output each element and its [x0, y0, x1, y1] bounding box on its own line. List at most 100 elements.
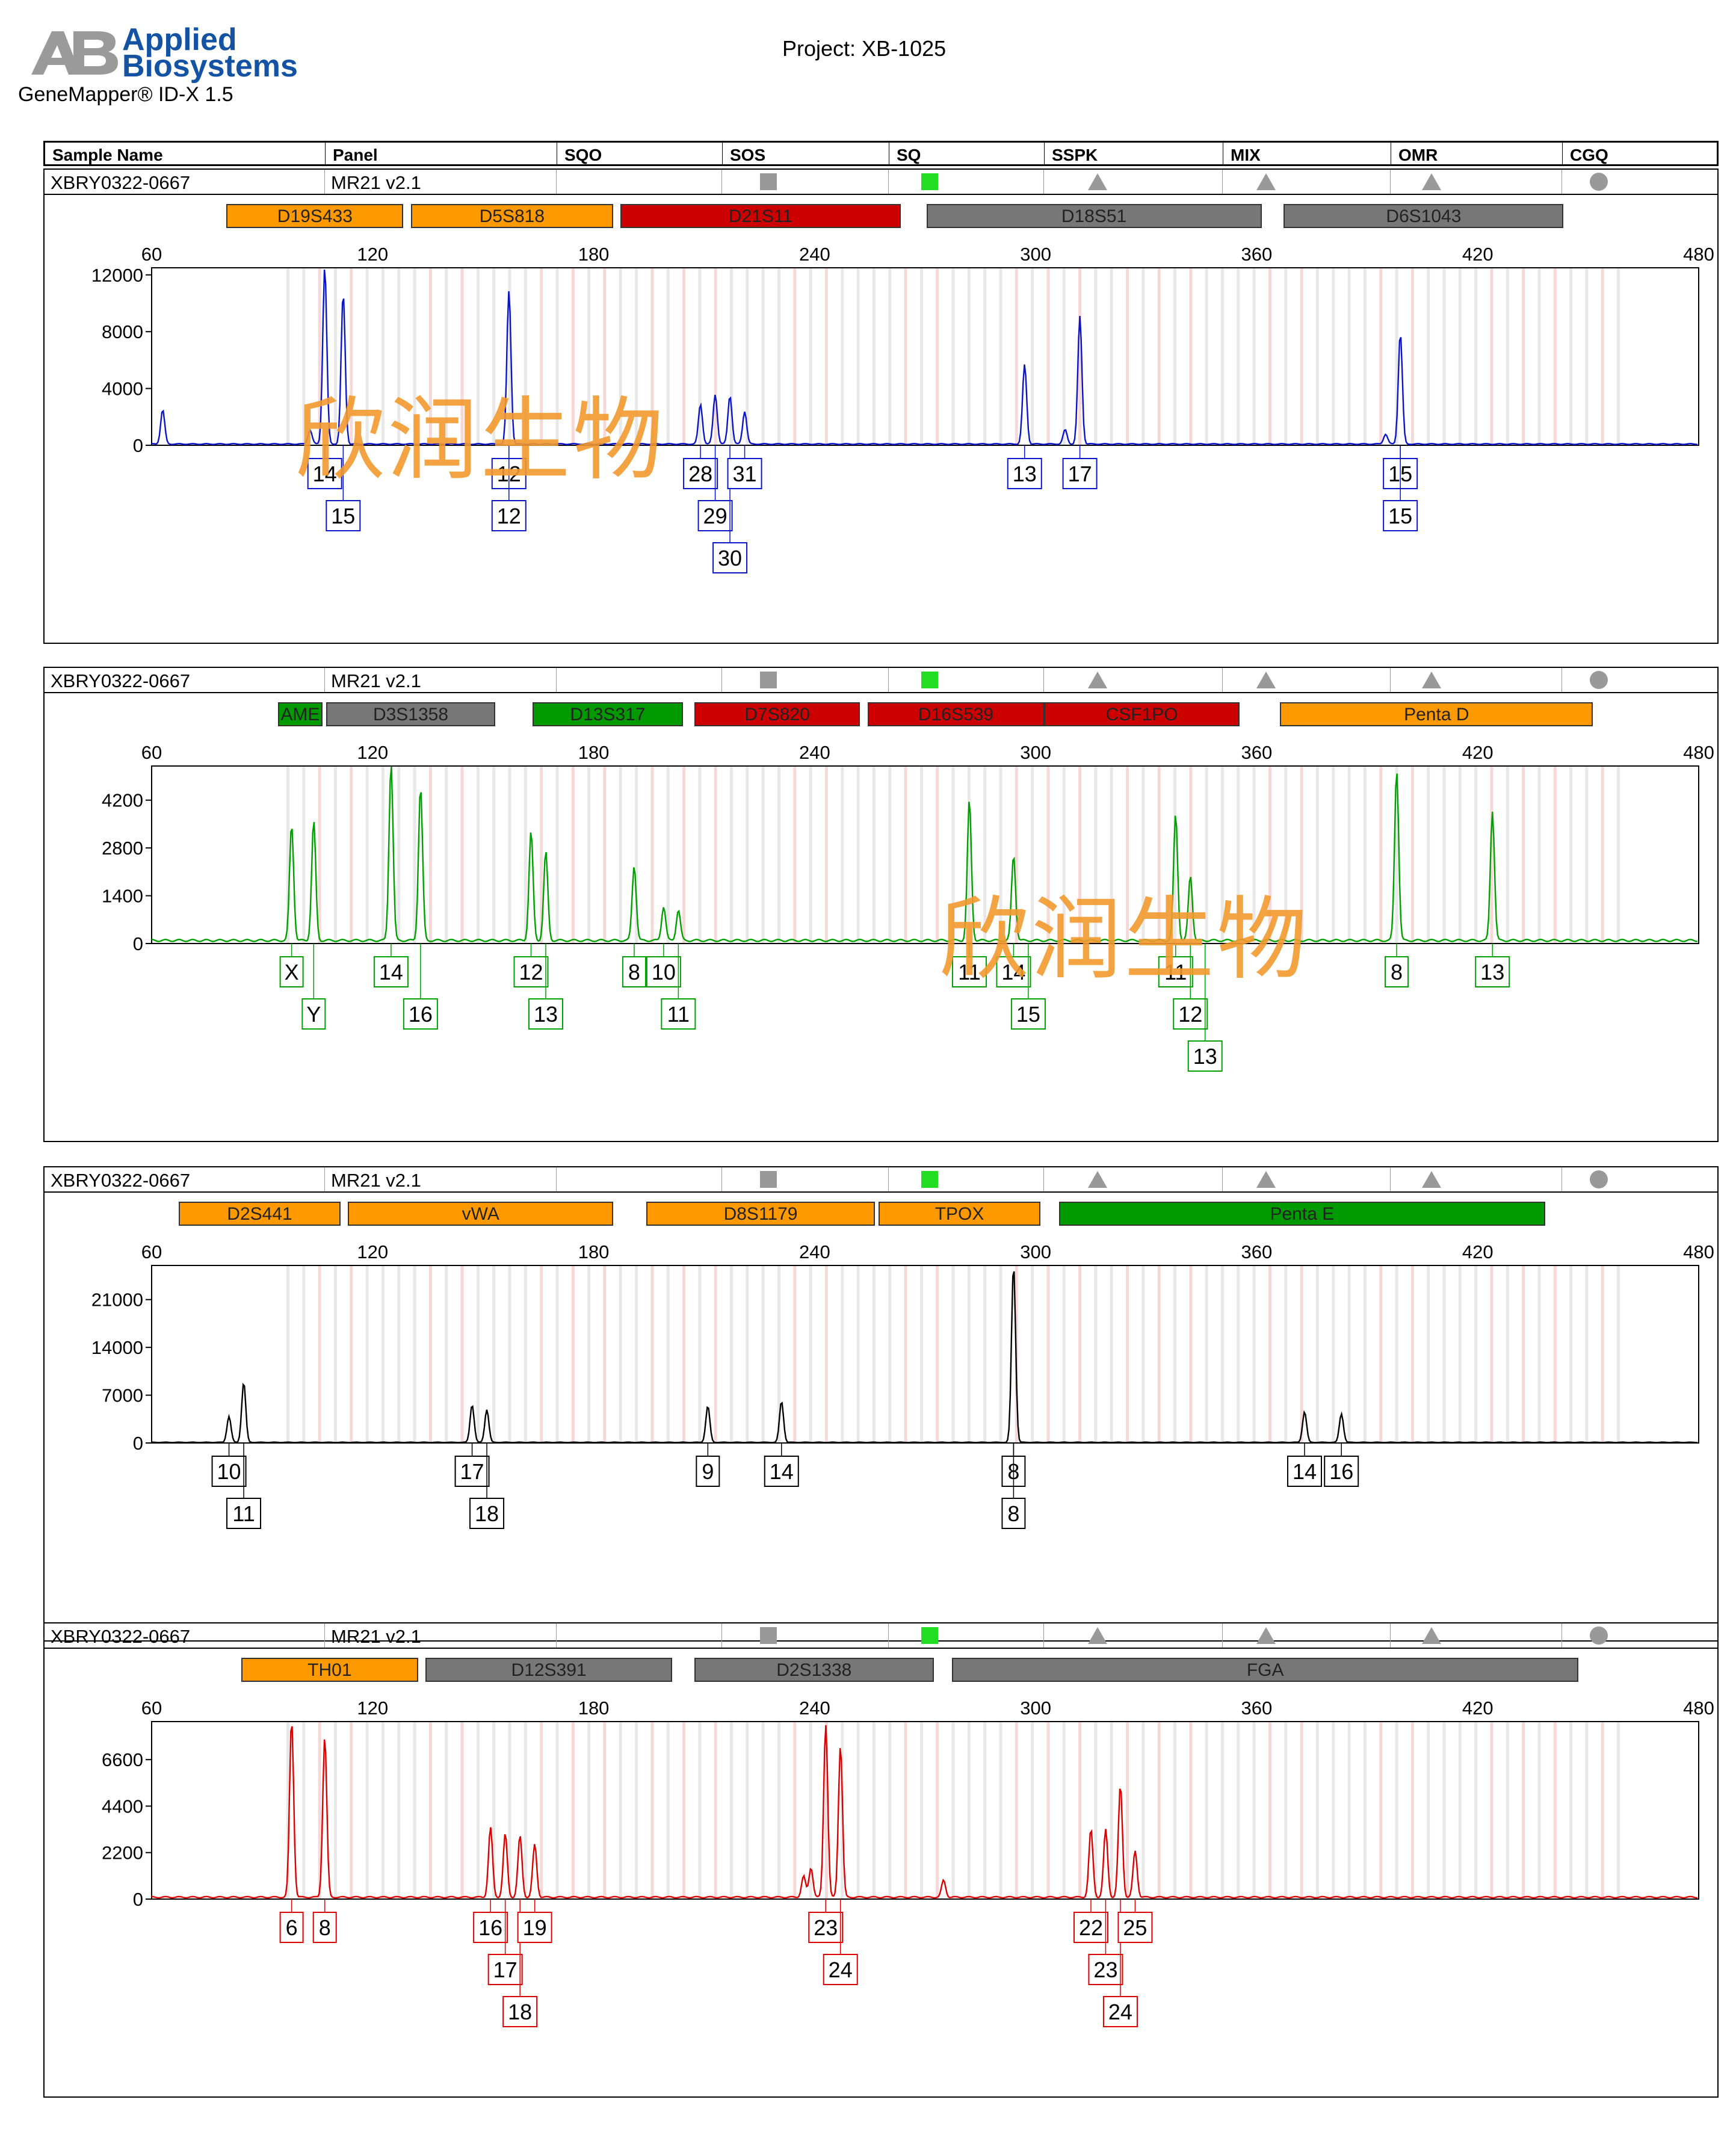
allele-label-box[interactable]	[683, 458, 718, 489]
gray-triangle-icon[interactable]	[1087, 1625, 1108, 1646]
gray-triangle-icon[interactable]	[1421, 670, 1442, 690]
allele-label-box[interactable]	[517, 1912, 552, 1943]
allele-label-box[interactable]	[727, 458, 762, 489]
col-sspk[interactable]: SSPK	[1044, 143, 1223, 164]
allele-label-box[interactable]	[1007, 458, 1042, 489]
marker-bin[interactable]: AME	[278, 702, 323, 726]
marker-bin[interactable]: vWA	[348, 1202, 614, 1226]
gray-triangle-icon[interactable]	[1087, 1169, 1108, 1190]
allele-label-box[interactable]	[301, 998, 326, 1030]
allele-label-box[interactable]	[454, 1456, 490, 1487]
allele-label-box[interactable]	[764, 1456, 799, 1487]
gray-square-icon[interactable]	[758, 670, 779, 690]
allele-label-box[interactable]	[1383, 500, 1418, 531]
col-sample-name[interactable]: Sample Name	[52, 146, 163, 164]
allele-label-box[interactable]	[823, 1954, 858, 1985]
allele-label-box[interactable]	[1088, 1954, 1123, 1985]
col-cgq[interactable]: CGQ	[1562, 143, 1720, 164]
gray-circle-icon[interactable]	[1589, 171, 1609, 192]
electropherogram-plot[interactable]: 60 120 180 240 300 360 420 480 0 4000 8000 12000 14 1…	[43, 168, 1719, 644]
col-sq[interactable]: SQ	[889, 143, 1044, 164]
allele-label-box[interactable]	[1173, 998, 1208, 1030]
allele-label-box[interactable]	[1102, 1996, 1138, 2027]
allele-label-box[interactable]	[1158, 956, 1193, 987]
allele-label-box[interactable]	[1001, 1498, 1026, 1529]
marker-bin[interactable]: D2S1338	[694, 1658, 934, 1682]
gray-triangle-icon[interactable]	[1421, 171, 1442, 192]
gray-square-icon[interactable]	[758, 171, 779, 192]
marker-bin[interactable]: D21S11	[620, 204, 901, 228]
allele-label-box[interactable]	[326, 500, 361, 531]
sample-row[interactable]: XBRY0322-0667 MR21 v2.1	[45, 668, 1717, 693]
gray-triangle-icon[interactable]	[1256, 171, 1276, 192]
marker-bin[interactable]: D3S1358	[326, 702, 496, 726]
gray-triangle-icon[interactable]	[1256, 1169, 1276, 1190]
allele-label-box[interactable]	[1073, 1912, 1108, 1943]
gray-triangle-icon[interactable]	[1087, 670, 1108, 690]
allele-label-box[interactable]	[307, 458, 342, 489]
sample-row[interactable]: XBRY0322-0667 MR21 v2.1	[45, 1623, 1717, 1649]
allele-label-box[interactable]	[491, 500, 527, 531]
allele-label-box[interactable]	[502, 1996, 538, 2027]
allele-label-box[interactable]	[373, 956, 409, 987]
allele-label-box[interactable]	[211, 1456, 247, 1487]
gray-triangle-icon[interactable]	[1421, 1625, 1442, 1646]
sample-row[interactable]: XBRY0322-0667 MR21 v2.1	[45, 170, 1717, 195]
marker-bin[interactable]: TH01	[241, 1658, 418, 1682]
green-square-icon[interactable]	[919, 1169, 940, 1190]
electropherogram-plot[interactable]: 60 120 180 240 300 360 420 480 0 1400 2800 4200 XY 14…	[43, 667, 1719, 1142]
allele-label-box[interactable]	[403, 998, 438, 1030]
allele-label-box[interactable]	[528, 998, 563, 1030]
allele-label-box[interactable]	[1062, 458, 1098, 489]
allele-label-box[interactable]	[697, 500, 733, 531]
gray-circle-icon[interactable]	[1589, 1625, 1609, 1646]
green-square-icon[interactable]	[919, 1625, 940, 1646]
gray-square-icon[interactable]	[758, 1625, 779, 1646]
col-omr[interactable]: OMR	[1391, 143, 1562, 164]
allele-label-box[interactable]	[1475, 956, 1510, 987]
allele-label-box[interactable]	[487, 1954, 523, 1985]
allele-label-box[interactable]	[1010, 998, 1046, 1030]
gray-triangle-icon[interactable]	[1256, 670, 1276, 690]
marker-bin[interactable]: Penta D	[1280, 702, 1593, 726]
gray-circle-icon[interactable]	[1589, 670, 1609, 690]
allele-label-box[interactable]	[661, 998, 696, 1030]
marker-bin[interactable]: D6S1043	[1283, 204, 1564, 228]
allele-label-box[interactable]	[622, 956, 646, 987]
marker-bin[interactable]: D13S317	[532, 702, 684, 726]
allele-label-box[interactable]	[1117, 1912, 1153, 1943]
allele-label-box[interactable]	[279, 1912, 304, 1943]
marker-bin[interactable]: D2S441	[178, 1202, 341, 1226]
allele-label-box[interactable]	[808, 1912, 844, 1943]
marker-bin[interactable]: D5S818	[410, 204, 614, 228]
allele-label-box[interactable]	[513, 956, 549, 987]
marker-bin[interactable]: D16S539	[867, 702, 1045, 726]
marker-bin[interactable]: CSF1PO	[1044, 702, 1240, 726]
gray-square-icon[interactable]	[758, 1169, 779, 1190]
col-sos[interactable]: SOS	[722, 143, 889, 164]
marker-bin[interactable]: D7S820	[694, 702, 860, 726]
col-sqo[interactable]: SQO	[557, 143, 722, 164]
gray-triangle-icon[interactable]	[1087, 171, 1108, 192]
marker-bin[interactable]: Penta E	[1058, 1202, 1545, 1226]
allele-label-box[interactable]	[1187, 1040, 1223, 1072]
col-panel[interactable]: Panel	[325, 143, 557, 164]
marker-bin[interactable]: D18S51	[926, 204, 1262, 228]
electropherogram-plot[interactable]: 60 120 180 240 300 360 420 480 0 2200 4400 6600 6 8 16…	[43, 1622, 1719, 2098]
allele-label-box[interactable]	[951, 956, 987, 987]
gray-circle-icon[interactable]	[1589, 1169, 1609, 1190]
gray-triangle-icon[interactable]	[1256, 1625, 1276, 1646]
allele-label-box[interactable]	[712, 542, 748, 573]
allele-label-box[interactable]	[1287, 1456, 1323, 1487]
marker-bin[interactable]: D12S391	[425, 1658, 673, 1682]
marker-bin[interactable]: FGA	[952, 1658, 1578, 1682]
green-square-icon[interactable]	[919, 171, 940, 192]
allele-label-box[interactable]	[1324, 1456, 1359, 1487]
allele-label-box[interactable]	[473, 1912, 508, 1943]
allele-label-box[interactable]	[312, 1912, 337, 1943]
marker-bin[interactable]: D8S1179	[646, 1202, 875, 1226]
allele-label-box[interactable]	[696, 1456, 720, 1487]
electropherogram-plot[interactable]: 60 120 180 240 300 360 420 480 0 7000 14000 21000 10…	[43, 1166, 1719, 1642]
sample-row[interactable]: XBRY0322-0667 MR21 v2.1	[45, 1167, 1717, 1193]
allele-label-box[interactable]	[279, 956, 304, 987]
